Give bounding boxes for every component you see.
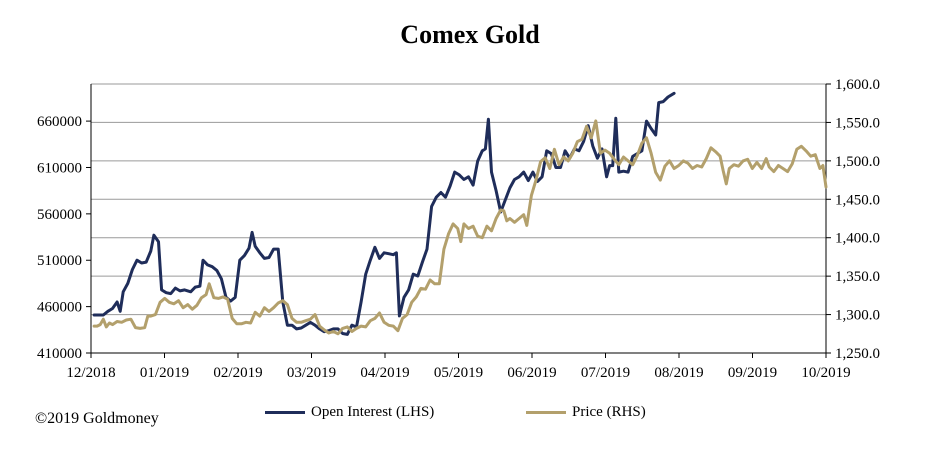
legend-label-price: Price (RHS) (572, 404, 646, 420)
y-left-tick-label: 560000 (37, 207, 82, 223)
y-left-tick-label: 460000 (37, 300, 82, 316)
x-tick-label: 02/2019 (213, 365, 262, 381)
x-tick-label: 04/2019 (360, 365, 409, 381)
y-right-tick-label: 1,400.0 (835, 231, 880, 247)
y-left-tick-label: 660000 (37, 114, 82, 130)
copyright-credit: ©2019 Goldmoney (35, 410, 159, 427)
y-right-tick-label: 1,300.0 (835, 308, 880, 324)
legend-swatch-price (526, 411, 566, 414)
y-right-tick-label: 1,500.0 (835, 154, 880, 170)
legend-label-open-interest: Open Interest (LHS) (311, 404, 435, 420)
legend-swatch-open-interest (265, 411, 305, 414)
price-line (92, 119, 828, 336)
x-tick-label: 09/2019 (728, 365, 777, 381)
x-tick-label: 12/2018 (66, 365, 115, 381)
x-tick-label: 10/2019 (801, 365, 850, 381)
y-right-tick-label: 1,250.0 (835, 346, 880, 362)
y-right-tick-label: 1,450.0 (835, 192, 880, 208)
y-left-tick-label: 410000 (37, 346, 82, 362)
x-tick-label: 08/2019 (654, 365, 703, 381)
y-right-tick-label: 1,600.0 (835, 77, 880, 93)
y-right-tick-label: 1,350.0 (835, 269, 880, 285)
legend-item-open-interest: Open Interest (LHS) (265, 404, 434, 421)
x-tick-label: 01/2019 (140, 365, 189, 381)
chart-title: Comex Gold (400, 20, 540, 49)
x-tick-label: 07/2019 (581, 365, 630, 381)
y-left-tick-label: 510000 (37, 253, 82, 269)
x-tick-label: 06/2019 (507, 365, 556, 381)
y-right-tick-label: 1,550.0 (835, 115, 880, 131)
y-left-tick-label: 610000 (37, 160, 82, 176)
legend-item-price: Price (RHS) (526, 404, 646, 421)
x-tick-label: 03/2019 (287, 365, 336, 381)
x-tick-label: 05/2019 (434, 365, 483, 381)
open-interest-line (92, 91, 676, 336)
